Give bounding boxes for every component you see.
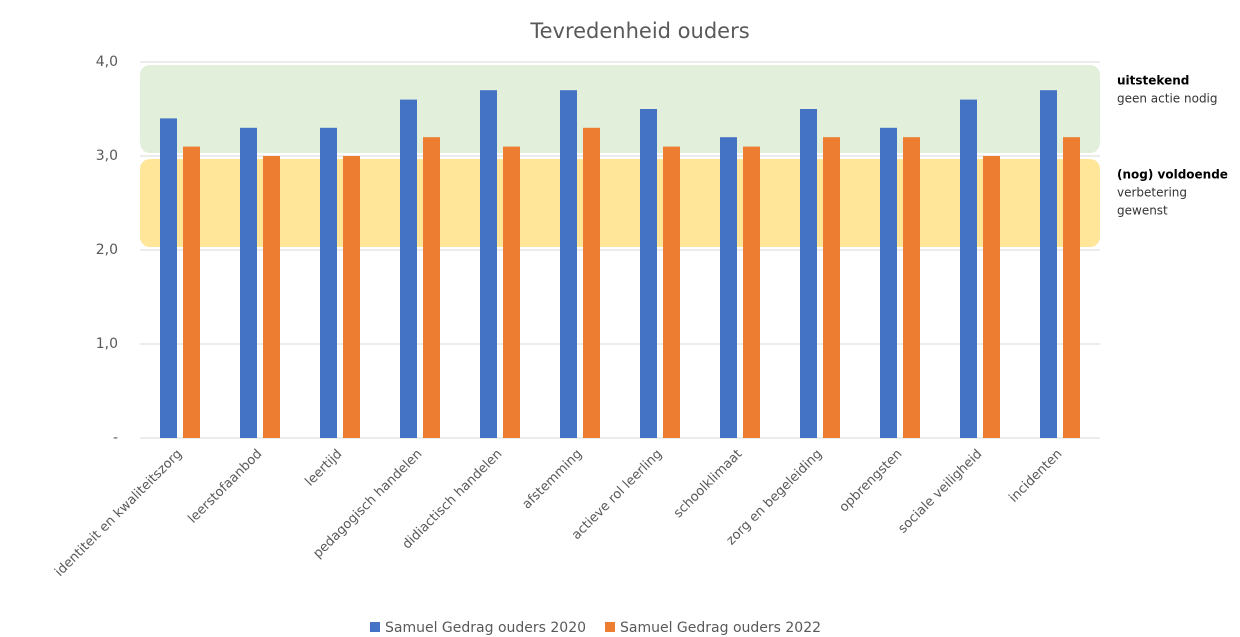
bar	[983, 156, 1000, 438]
band-label: uitstekend	[1117, 74, 1189, 88]
bar	[960, 99, 977, 438]
y-tick-label: 2,0	[96, 242, 118, 258]
bar	[343, 156, 360, 438]
x-tick-label: sociale veiligheid	[895, 447, 985, 537]
bar	[903, 137, 920, 438]
bar	[400, 99, 417, 438]
bar	[160, 118, 177, 439]
x-tick-label: incidenten	[1006, 447, 1065, 506]
bar	[183, 146, 200, 438]
x-tick-label: afstemming	[520, 447, 586, 513]
bar	[640, 109, 657, 438]
x-tick-label: opbrengsten	[837, 447, 906, 516]
legend-label: Samuel Gedrag ouders 2022	[620, 620, 821, 636]
bar	[1063, 137, 1080, 438]
band-label: (nog) voldoende	[1117, 168, 1228, 182]
bar	[423, 137, 440, 438]
x-tick-label: leertijd	[303, 447, 346, 490]
bar	[503, 146, 520, 438]
chart-title: Tevredenheid ouders	[529, 19, 749, 43]
bar	[263, 156, 280, 438]
y-tick-label: 4,0	[96, 54, 118, 70]
bar	[320, 127, 337, 439]
x-tick-label: schoolklimaat	[671, 447, 745, 521]
legend-swatch	[370, 622, 380, 632]
bar	[663, 146, 680, 438]
band	[140, 159, 1100, 247]
band-note: gewenst	[1117, 204, 1168, 218]
bar	[800, 109, 817, 438]
band-note: geen actie nodig	[1117, 92, 1218, 106]
bar	[240, 127, 257, 439]
bar	[880, 127, 897, 439]
bar	[743, 146, 760, 438]
bar	[823, 137, 840, 438]
x-tick-label: actieve rol leerling	[569, 447, 665, 543]
band-note: verbetering	[1117, 186, 1187, 200]
x-tick-label: identiteit en kwaliteitszorg	[52, 447, 185, 580]
y-tick-label: 3,0	[96, 148, 118, 164]
x-tick-label: leerstofaanbod	[185, 447, 265, 527]
bar	[560, 90, 577, 438]
y-tick-label: -	[113, 430, 118, 446]
band	[140, 65, 1100, 153]
legend-label: Samuel Gedrag ouders 2020	[385, 620, 586, 636]
bar	[720, 137, 737, 438]
legend-swatch	[605, 622, 615, 632]
bar	[583, 127, 600, 439]
bar	[1040, 90, 1057, 438]
y-tick-label: 1,0	[96, 336, 118, 352]
bar	[480, 90, 497, 438]
